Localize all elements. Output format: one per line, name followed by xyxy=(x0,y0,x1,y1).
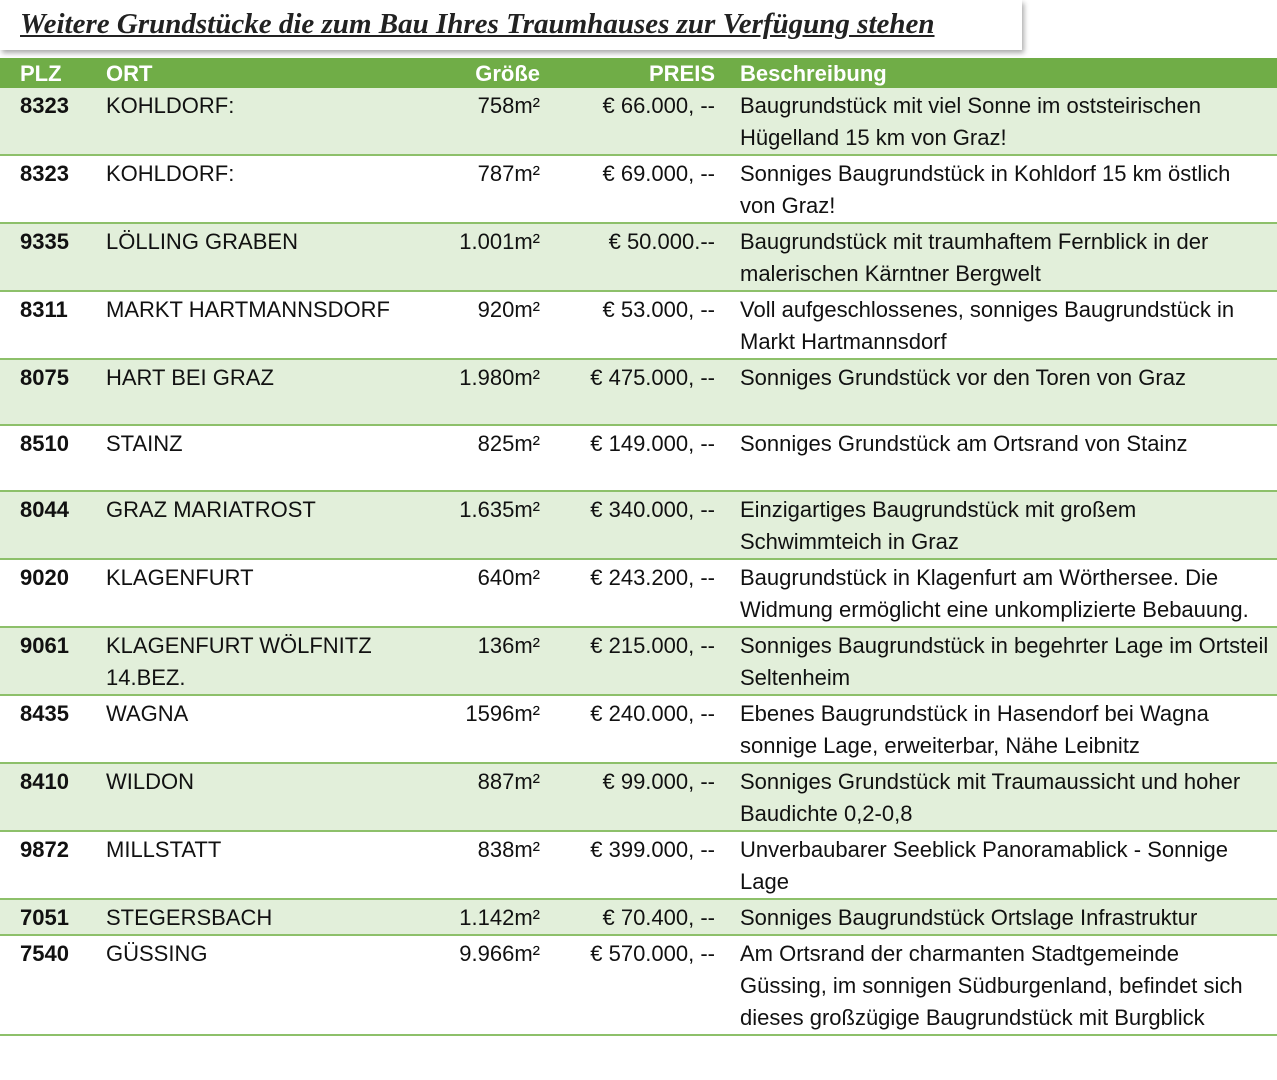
column-header: PREIS xyxy=(540,58,715,88)
table-cell: 8044 xyxy=(20,497,69,522)
table-cell: € 70.400, -- xyxy=(602,905,715,930)
table-cell: 8311 xyxy=(20,297,68,322)
table-cell: 838m² xyxy=(477,837,540,862)
table-cell: € 66.000, -- xyxy=(602,93,715,118)
table-cell: Sonniges Grundstück vor den Toren von Gr… xyxy=(740,365,1186,390)
table-cell: KLAGENFURT xyxy=(106,565,254,590)
table-row: 8510 STAINZ 825m² € 149.000, -- Sonniges Gru… xyxy=(0,425,1277,491)
table-row: 8044 GRAZ MARIATROST 1.635m² € 340.000, -- E… xyxy=(0,491,1277,559)
table-cell: Baugrundstück in Klagenfurt am Wörtherse… xyxy=(740,565,1249,622)
column-header: ORT xyxy=(100,58,440,88)
table-cell: 1.142m² xyxy=(459,905,540,930)
title: Weitere Grundstücke die zum Bau Ihres Tr… xyxy=(0,0,1022,50)
table-cell: 9335 xyxy=(20,229,69,254)
table-row: 8323 KOHLDORF: 787m² € 69.000, -- Sonniges B… xyxy=(0,155,1277,223)
table-cell: GÜSSING xyxy=(106,941,208,966)
table-cell: € 240.000, -- xyxy=(590,701,715,726)
table-cell: 7051 xyxy=(20,905,69,930)
table-cell: 9872 xyxy=(20,837,69,862)
table-cell: 8075 xyxy=(20,365,69,390)
table-row: 8075 HART BEI GRAZ 1.980m² € 475.000, -- Son… xyxy=(0,359,1277,425)
table-cell: 640m² xyxy=(477,565,540,590)
table-cell: STAINZ xyxy=(106,431,183,456)
table-cell: 920m² xyxy=(477,297,540,322)
table-cell: 7540 xyxy=(20,941,69,966)
table-cell: 8435 xyxy=(20,701,69,726)
table-cell: 9.966m² xyxy=(459,941,540,966)
table-cell: 887m² xyxy=(477,769,540,794)
table-cell: WAGNA xyxy=(106,701,189,726)
column-header: Beschreibung xyxy=(715,58,1277,88)
table-cell: € 340.000, -- xyxy=(590,497,715,522)
table-row: 7051 STEGERSBACH 1.142m² € 70.400, -- Sonnig… xyxy=(0,899,1277,935)
table-cell: 787m² xyxy=(477,161,540,186)
table-cell: Unverbaubarer Seeblick Panoramablick - S… xyxy=(740,837,1228,894)
table-cell: MILLSTATT xyxy=(106,837,222,862)
table-cell: € 53.000, -- xyxy=(602,297,715,322)
table-cell: Ebenes Baugrundstück in Hasendorf bei Wa… xyxy=(740,701,1209,758)
table-cell: 8410 xyxy=(20,769,69,794)
table-cell: GRAZ MARIATROST xyxy=(106,497,316,522)
table-cell: KOHLDORF: xyxy=(106,93,235,118)
table-row: 8410 WILDON 887m² € 99.000, -- Sonniges Grun… xyxy=(0,763,1277,831)
table-row: 9061 KLAGENFURT WÖLFNITZ 14.BEZ. 136m² € 21… xyxy=(0,627,1277,695)
table-cell: 8510 xyxy=(20,431,69,456)
table-cell: 8323 xyxy=(20,93,69,118)
table-row: 9335 LÖLLING GRABEN 1.001m² € 50.000.-- Baug… xyxy=(0,223,1277,291)
table-cell: 1.980m² xyxy=(459,365,540,390)
table-cell: Sonniges Baugrundstück in Kohldorf 15 km… xyxy=(740,161,1231,218)
column-header: Größe xyxy=(440,58,540,88)
table-cell: STEGERSBACH xyxy=(106,905,273,930)
table-cell: Baugrundstück mit viel Sonne im oststeir… xyxy=(740,93,1201,150)
table-cell: € 475.000, -- xyxy=(590,365,715,390)
table-cell: € 50.000.-- xyxy=(608,229,715,254)
table-row: 8323 KOHLDORF: 758m² € 66.000, -- Baugrundst… xyxy=(0,88,1277,155)
table-cell: LÖLLING GRABEN xyxy=(106,229,298,254)
table-cell: Sonniges Grundstück am Ortsrand von Stai… xyxy=(740,431,1188,456)
table-row: 8311 MARKT HARTMANNSDORF 920m² € 53.000, --… xyxy=(0,291,1277,359)
table-cell: 1596m² xyxy=(465,701,540,726)
table-cell: € 69.000, -- xyxy=(602,161,715,186)
table-cell: € 243.200, -- xyxy=(590,565,715,590)
table-cell: 136m² xyxy=(477,633,540,658)
table-row: 9020 KLAGENFURT 640m² € 243.200, -- Baugrund… xyxy=(0,559,1277,627)
table-cell: Am Ortsrand der charmanten Stadtgemeinde… xyxy=(740,941,1243,1030)
table-header: PLZ ORT Größe PREIS Beschreibung xyxy=(0,58,1277,88)
table-cell: HART BEI GRAZ xyxy=(106,365,274,390)
table-cell: Baugrundstück mit traumhaftem Fernblick … xyxy=(740,229,1209,286)
table-cell: KLAGENFURT WÖLFNITZ 14.BEZ. xyxy=(106,633,372,690)
table-cell: Voll aufgeschlossenes, sonniges Baugrund… xyxy=(740,297,1235,354)
table-cell: 1.001m² xyxy=(459,229,540,254)
table-cell: € 99.000, -- xyxy=(602,769,715,794)
table-cell: Sonniges Grundstück mit Traumaussicht un… xyxy=(740,769,1241,826)
table-cell: 9020 xyxy=(20,565,69,590)
table-cell: WILDON xyxy=(106,769,194,794)
table-cell: MARKT HARTMANNSDORF xyxy=(106,297,390,322)
table-cell: € 570.000, -- xyxy=(590,941,715,966)
table-row: 8435 WAGNA 1596m² € 240.000, -- Ebenes Baugr… xyxy=(0,695,1277,763)
table-cell: 825m² xyxy=(477,431,540,456)
table-cell: 9061 xyxy=(20,633,69,658)
table-cell: Sonniges Baugrundstück in begehrter Lage… xyxy=(740,633,1269,690)
table-cell: € 149.000, -- xyxy=(590,431,715,456)
table-cell: € 215.000, -- xyxy=(590,633,715,658)
table-cell: KOHLDORF: xyxy=(106,161,235,186)
table-cell: Sonniges Baugrundstück Ortslage Infrastr… xyxy=(740,905,1198,930)
table-row: 7540 GÜSSING 9.966m² € 570.000, -- Am Ortsra… xyxy=(0,935,1277,1035)
table-cell: € 399.000, -- xyxy=(590,837,715,862)
table-cell: Einzigartiges Baugrundstück mit großem S… xyxy=(740,497,1137,554)
table-body: 8323 KOHLDORF: 758m² € 66.000, -- Baugrundst… xyxy=(0,88,1277,1035)
table-cell: 758m² xyxy=(477,93,540,118)
header-row: PLZ ORT Größe PREIS Beschreibung xyxy=(0,58,1277,88)
table-cell: 1.635m² xyxy=(459,497,540,522)
table-row: 9872 MILLSTATT 838m² € 399.000, -- Unverbaub… xyxy=(0,831,1277,899)
column-header: PLZ xyxy=(0,58,100,88)
table-cell: 8323 xyxy=(20,161,69,186)
table: PLZ ORT Größe PREIS Beschreibung 8323 KOHLDOR… xyxy=(0,58,1277,1036)
